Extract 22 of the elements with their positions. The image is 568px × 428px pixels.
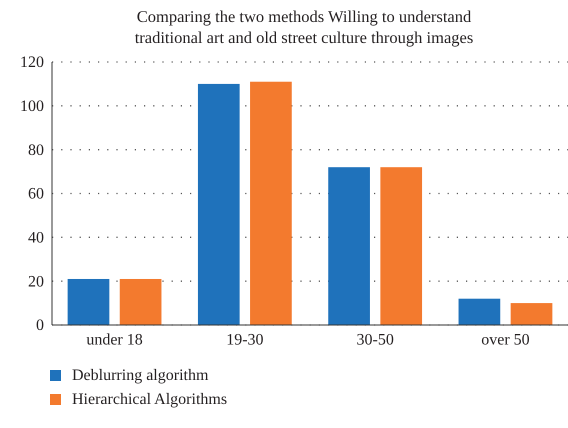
x-tick-label: 30-50 xyxy=(356,331,394,348)
x-tick-label: 19-30 xyxy=(226,331,264,348)
y-tick-label: 120 xyxy=(20,54,44,72)
y-tick-label: 40 xyxy=(28,229,44,246)
legend-label: Hierarchical Algorithms xyxy=(72,391,228,408)
bar xyxy=(510,303,552,325)
x-tick-label: over 50 xyxy=(481,331,530,348)
y-tick-label: 0 xyxy=(36,317,44,334)
bar xyxy=(250,82,292,325)
bar xyxy=(328,167,370,325)
y-tick-label: 60 xyxy=(28,186,44,203)
y-tick-label: 20 xyxy=(28,273,44,290)
bar xyxy=(68,278,110,325)
bar xyxy=(380,167,422,325)
y-tick-label: 100 xyxy=(20,98,44,115)
y-tick-label: 80 xyxy=(28,142,44,159)
chart-title: Comparing the two methods Willing to understand traditional art and old street culture through images xyxy=(134,7,474,47)
bar xyxy=(458,298,500,325)
legend-label: Deblurring algorithm xyxy=(72,367,209,384)
x-tick-label: under 18 xyxy=(86,331,143,348)
bar xyxy=(198,84,240,325)
bar xyxy=(120,278,162,325)
